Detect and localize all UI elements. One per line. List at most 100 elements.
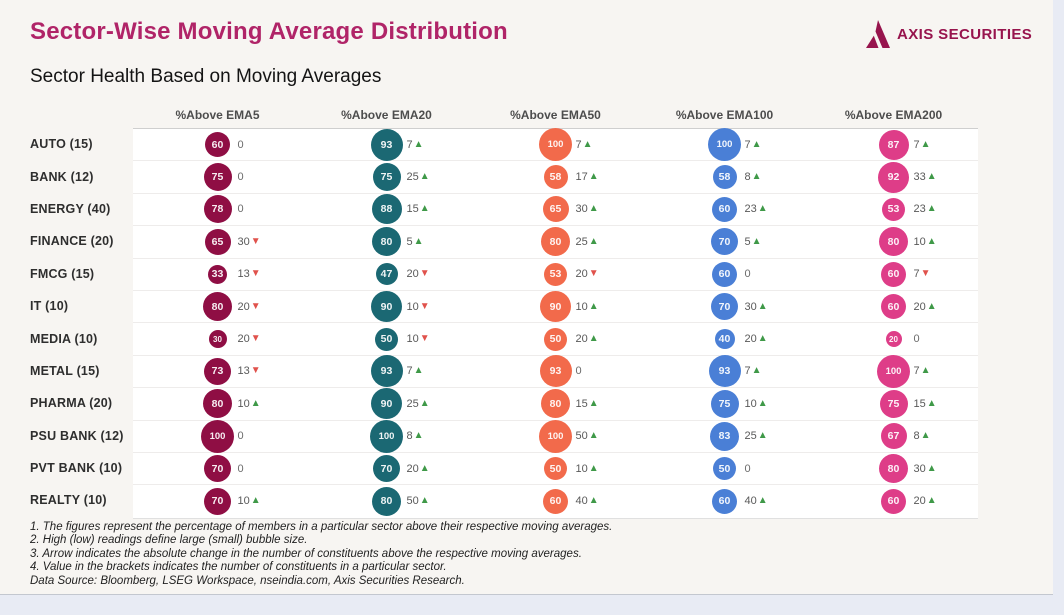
bubble-cell: 80 20 ▼	[133, 291, 302, 322]
value-bubble: 47	[375, 263, 398, 286]
bubble-cell: 65 30 ▼	[133, 226, 302, 257]
delta-value: 30 ▲	[575, 203, 599, 216]
delta-value: 20 ▼	[237, 333, 261, 346]
bubble-cell: 60 0	[133, 129, 302, 160]
value-bubble: 60	[881, 488, 906, 514]
value-bubble: 60	[881, 294, 906, 320]
value-bubble: 73	[204, 357, 231, 385]
value-bubble: 65	[204, 228, 231, 255]
delta-value: 40 ▲	[575, 495, 599, 508]
bubble-cell: 70 20 ▲	[302, 453, 471, 484]
table-row: 70 10 ▲ 80 50 ▲ 60 40 ▲ 60 40 ▲ 60 20 ▲	[133, 485, 978, 517]
table-row: 30 20 ▼ 50 10 ▼ 50 20 ▲ 40 20 ▲ 20 0	[133, 323, 978, 356]
value-bubble: 80	[541, 389, 570, 419]
bubble-cell: 30 20 ▼	[133, 323, 302, 354]
bubble-cell: 75 10 ▲	[640, 388, 809, 419]
delta-value: 20 ▲	[575, 333, 599, 346]
bubble-cell: 65 30 ▲	[471, 194, 640, 225]
up-arrow-icon: ▲	[751, 138, 762, 150]
up-arrow-icon: ▲	[413, 138, 424, 150]
delta-value: 7 ▲	[575, 138, 593, 151]
delta-value: 25 ▲	[406, 397, 430, 410]
delta-value: 7 ▲	[744, 138, 762, 151]
value-bubble: 90	[540, 291, 571, 323]
bubble-cell: 100 0	[133, 419, 302, 453]
delta-value: 20 ▲	[913, 300, 937, 313]
bubble-cell: 92 33 ▲	[809, 161, 978, 193]
delta-value: 20 ▼	[406, 268, 430, 281]
up-arrow-icon: ▲	[751, 235, 762, 247]
bubble-cell: 80 5 ▲	[302, 226, 471, 257]
up-arrow-icon: ▲	[588, 462, 599, 474]
bubble-cell: 90 10 ▼	[302, 291, 471, 323]
up-arrow-icon: ▲	[419, 171, 430, 183]
value-bubble: 60	[543, 488, 568, 514]
delta-value: 0	[237, 138, 244, 151]
delta-value: 25 ▲	[575, 235, 599, 248]
delta-value: 20 ▼	[237, 300, 261, 313]
value-bubble: 78	[203, 195, 232, 224]
delta-value: 7 ▲	[913, 365, 931, 378]
delta-value: 8 ▲	[913, 430, 931, 443]
value-bubble: 90	[371, 388, 402, 420]
delta-value: 0	[237, 171, 244, 184]
delta-value: 33 ▲	[913, 171, 937, 184]
bubble-cell: 60 20 ▲	[809, 291, 978, 322]
table-row: 78 0 88 15 ▲ 65 30 ▲ 60 23 ▲ 53 23 ▲	[133, 194, 978, 227]
sector-label: PHARMA (20)	[30, 396, 113, 411]
up-arrow-icon: ▲	[419, 397, 430, 409]
down-arrow-icon: ▼	[588, 268, 599, 280]
table-row: 80 20 ▼ 90 10 ▼ 90 10 ▲ 70 30 ▲ 60 20 ▲	[133, 291, 978, 324]
bubble-cell: 93 7 ▲	[640, 355, 809, 388]
up-arrow-icon: ▲	[751, 365, 762, 377]
bubble-cell: 60 23 ▲	[640, 194, 809, 225]
up-arrow-icon: ▲	[250, 495, 261, 507]
value-bubble: 80	[372, 486, 401, 516]
bubble-cell: 80 50 ▲	[302, 485, 471, 517]
bubble-cell: 88 15 ▲	[302, 194, 471, 225]
value-bubble: 75	[879, 389, 908, 418]
up-arrow-icon: ▲	[757, 203, 768, 215]
up-arrow-icon: ▲	[588, 397, 599, 409]
sector-label: FMCG (15)	[30, 266, 95, 281]
delta-value: 10 ▲	[575, 462, 599, 475]
value-bubble: 100	[201, 419, 234, 453]
value-bubble: 100	[708, 128, 741, 162]
report-card: Sector-Wise Moving Average Distribution …	[0, 0, 1053, 595]
bubble-cell: 93 7 ▲	[302, 128, 471, 161]
sector-label: PVT BANK (10)	[30, 461, 123, 476]
footnote-line: 4. Value in the brackets indicates the n…	[30, 561, 447, 574]
delta-value: 10 ▲	[744, 397, 768, 410]
value-bubble: 50	[544, 457, 567, 481]
value-bubble: 40	[714, 329, 735, 350]
value-bubble: 93	[708, 355, 741, 388]
bubble-cell: 50 0	[640, 453, 809, 484]
value-bubble: 70	[711, 228, 738, 256]
delta-value: 10 ▲	[575, 300, 599, 313]
bubble-cell: 83 25 ▲	[640, 421, 809, 452]
value-bubble: 80	[879, 227, 908, 257]
bubble-cell: 100 7 ▲	[640, 128, 809, 162]
up-arrow-icon: ▲	[751, 171, 762, 183]
value-bubble: 75	[710, 389, 739, 418]
bubble-cell: 60 40 ▲	[471, 485, 640, 517]
footnotes: 1. The figures represent the percentage …	[30, 521, 1010, 589]
delta-value: 30 ▲	[913, 462, 937, 475]
delta-value: 7 ▼	[913, 268, 931, 281]
value-bubble: 65	[542, 196, 569, 223]
down-arrow-icon: ▼	[419, 268, 430, 280]
sector-label: IT (10)	[30, 299, 69, 314]
value-bubble: 93	[539, 355, 572, 388]
down-arrow-icon: ▼	[250, 333, 261, 345]
footnote-line: 1. The figures represent the percentage …	[30, 521, 613, 533]
up-arrow-icon: ▲	[413, 235, 424, 247]
delta-value: 0	[913, 333, 920, 346]
delta-value: 5 ▲	[744, 235, 762, 248]
bubble-cell: 70 5 ▲	[640, 226, 809, 257]
value-bubble: 70	[373, 455, 400, 483]
up-arrow-icon: ▲	[757, 300, 768, 312]
bubble-cell: 50 20 ▲	[471, 323, 640, 354]
value-bubble: 100	[370, 419, 403, 453]
value-bubble: 60	[205, 132, 230, 158]
up-arrow-icon: ▲	[757, 397, 768, 409]
